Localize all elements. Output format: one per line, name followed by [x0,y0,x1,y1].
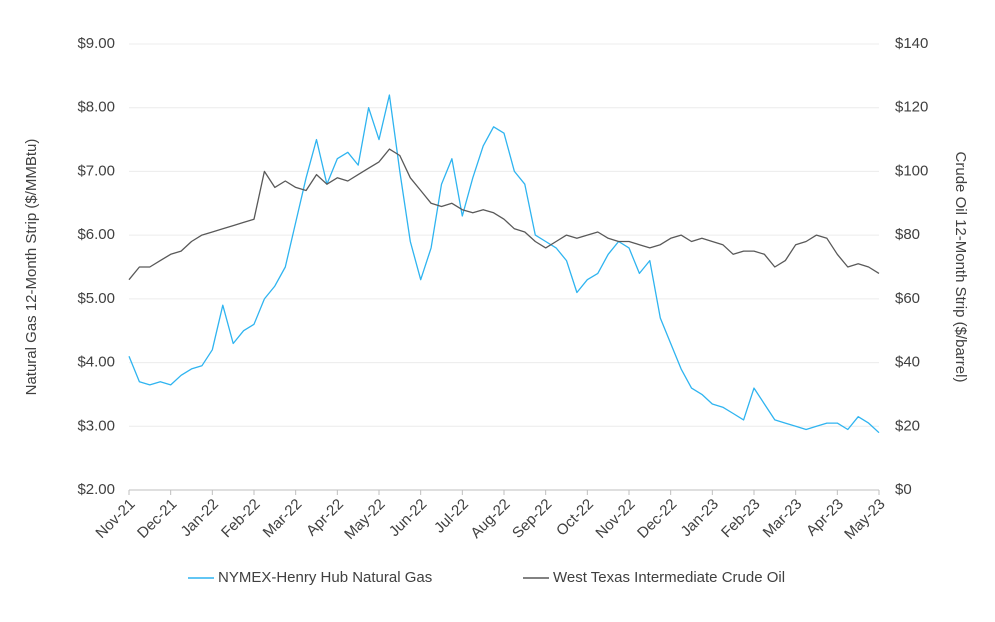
legend-label: West Texas Intermediate Crude Oil [553,569,785,586]
series-line [128,94,880,434]
y-axis-label: Natural Gas 12-Month Strip ($/MMBtu) [23,139,40,396]
y-tick-label: $4.00 [77,354,115,371]
y-tick-label: $5.00 [77,290,115,307]
y-tick-label: $2.00 [77,481,115,498]
x-tick-label: Sep-22 [509,496,555,542]
y2-tick-label: $80 [895,226,920,243]
x-tick-label: Nov-21 [92,496,138,542]
x-tick-label: Jul-22 [431,496,472,537]
y2-tick-label: $0 [895,481,912,498]
x-tick-label: Dec-21 [134,496,180,542]
y-tick-label: $6.00 [77,226,115,243]
y-tick-label: $3.00 [77,417,115,434]
y2-tick-label: $40 [895,354,920,371]
y-tick-label: $7.00 [77,162,115,179]
x-tick-label: Jun-22 [386,496,430,540]
x-tick-label: Feb-23 [718,496,764,542]
x-tick-label: May-23 [841,496,888,543]
y2-tick-label: $120 [895,99,928,116]
y2-tick-label: $20 [895,417,920,434]
x-tick-label: Nov-22 [592,496,638,542]
y2-tick-label: $100 [895,162,928,179]
x-tick-label: Jan-23 [678,496,722,540]
x-tick-label: Jan-22 [178,496,222,540]
x-tick-label: May-22 [341,496,388,543]
y2-axis-label: Crude Oil 12-Month Strip ($/barrel) [952,152,969,383]
x-tick-label: Apr-22 [303,496,347,540]
x-tick-label: Dec-22 [634,496,680,542]
y-tick-label: $8.00 [77,99,115,116]
x-tick-label: Mar-22 [260,496,306,542]
y-tick-label: $9.00 [77,35,115,52]
y2-tick-label: $60 [895,290,920,307]
x-tick-label: Oct-22 [553,496,597,540]
x-tick-label: Apr-23 [803,496,847,540]
y2-tick-label: $140 [895,35,928,52]
series-line [128,148,880,281]
x-tick-label: Aug-22 [467,496,513,542]
x-tick-label: Mar-23 [760,496,806,542]
legend-label: NYMEX-Henry Hub Natural Gas [218,569,432,586]
x-tick-label: Feb-22 [218,496,264,542]
